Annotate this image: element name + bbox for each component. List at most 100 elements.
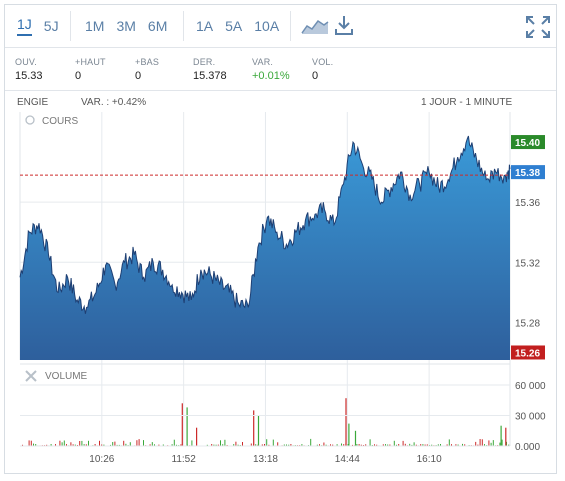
volume-bar xyxy=(72,444,74,446)
volume-bar xyxy=(79,441,81,446)
volume-bar xyxy=(475,441,477,446)
volume-bar xyxy=(264,444,265,446)
volume-bar xyxy=(224,439,226,446)
expand-icon[interactable] xyxy=(525,15,551,39)
stat-haut-label: +HAUT xyxy=(75,57,106,67)
period-1m-button[interactable]: 1M xyxy=(85,18,105,34)
price-point xyxy=(372,179,373,180)
price-point xyxy=(510,169,511,170)
volume-bar xyxy=(290,444,292,446)
stat-ouv-value: 15.33 xyxy=(15,70,43,82)
volume-bar xyxy=(484,444,485,446)
volume-bar xyxy=(171,444,173,446)
price-point xyxy=(77,299,78,300)
price-point xyxy=(29,232,30,233)
volume-bar xyxy=(446,444,448,446)
volume-bar xyxy=(348,423,350,446)
low-marker: 15.26 xyxy=(511,345,545,360)
period-5j-button[interactable]: 5J xyxy=(43,18,59,34)
close-icon[interactable] xyxy=(25,370,37,382)
price-point xyxy=(314,214,315,215)
period-10a-button[interactable]: 10A xyxy=(254,18,280,34)
price-point xyxy=(438,187,439,188)
price-point xyxy=(248,307,249,308)
period-1j-button[interactable]: 1J xyxy=(17,16,32,36)
price-point xyxy=(134,254,135,255)
volume-bar xyxy=(28,440,30,446)
volume-bar xyxy=(143,440,144,446)
volume-bar xyxy=(336,444,338,446)
volume-bar xyxy=(356,444,358,446)
low-marker-box xyxy=(511,345,545,360)
price-point xyxy=(58,292,59,293)
volume-bar xyxy=(490,442,492,446)
price-point xyxy=(381,202,382,203)
period-group-days: 1J 5J xyxy=(17,5,71,47)
stat-var: VAR. +0.01% xyxy=(252,57,290,82)
area-chart-icon[interactable] xyxy=(301,17,329,35)
volume-bar xyxy=(316,444,318,446)
price-point xyxy=(276,232,277,233)
volume-bar xyxy=(59,440,61,446)
interval-label: 1 JOUR - 1 MINUTE xyxy=(421,97,513,108)
period-5a-button[interactable]: 5A xyxy=(225,18,243,34)
volume-bar xyxy=(101,444,103,446)
price-point xyxy=(457,157,458,158)
price-point xyxy=(419,184,420,185)
price-point xyxy=(115,284,116,285)
stat-der-value: 15.378 xyxy=(193,70,227,82)
volume-bar xyxy=(196,427,198,446)
volume-bar xyxy=(354,430,357,447)
price-point xyxy=(362,164,363,165)
volume-bar xyxy=(376,444,378,446)
price-point xyxy=(162,269,163,270)
price-point xyxy=(172,284,173,285)
volume-bar xyxy=(103,444,105,446)
volume-bar xyxy=(151,442,153,446)
volume-bar xyxy=(217,444,219,446)
volume-bar xyxy=(437,444,439,446)
volume-bar xyxy=(455,444,457,446)
volume-bar xyxy=(272,439,274,446)
volume-bar xyxy=(266,439,268,446)
volume-bar xyxy=(500,425,502,446)
volume-bar xyxy=(398,444,400,446)
volume-bar xyxy=(110,444,111,446)
volume-bar xyxy=(136,440,138,446)
volume-bar xyxy=(176,444,177,446)
volume-bar xyxy=(492,440,494,446)
volume-bar xyxy=(154,444,155,446)
volume-bar xyxy=(63,440,65,446)
period-1a-button[interactable]: 1A xyxy=(196,18,214,34)
volume-bar xyxy=(365,444,367,446)
time-tick-label: 14:44 xyxy=(335,454,360,465)
stat-haut-value: 0 xyxy=(75,70,82,82)
gear-icon[interactable] xyxy=(25,115,35,125)
volume-bar xyxy=(426,444,428,446)
stat-bas-value: 0 xyxy=(135,70,142,82)
price-point xyxy=(353,142,354,143)
volume-bar xyxy=(220,440,221,446)
volume-bar xyxy=(347,444,349,446)
price-point xyxy=(86,307,87,308)
volume-bar xyxy=(420,444,422,446)
price-point xyxy=(410,194,411,195)
volume-bar xyxy=(74,444,76,446)
volume-bar xyxy=(215,444,217,446)
download-icon[interactable] xyxy=(333,14,355,36)
price-axis: 15.28 15.32 15.36 xyxy=(515,198,540,329)
price-point xyxy=(333,224,334,225)
volume-bar xyxy=(261,444,263,446)
volume-bar xyxy=(481,439,483,446)
price-point xyxy=(505,175,506,176)
volume-bar xyxy=(385,444,386,446)
volume-bar xyxy=(505,427,507,446)
period-6m-button[interactable]: 6M xyxy=(147,18,168,34)
volume-bar xyxy=(508,444,510,446)
volume-bar xyxy=(173,439,175,446)
volume-bar xyxy=(323,442,325,446)
volume-bar xyxy=(352,444,353,446)
volume-bar xyxy=(70,442,72,446)
period-3m-button[interactable]: 3M xyxy=(116,18,136,34)
volume-panel-label: VOLUME xyxy=(25,370,88,382)
